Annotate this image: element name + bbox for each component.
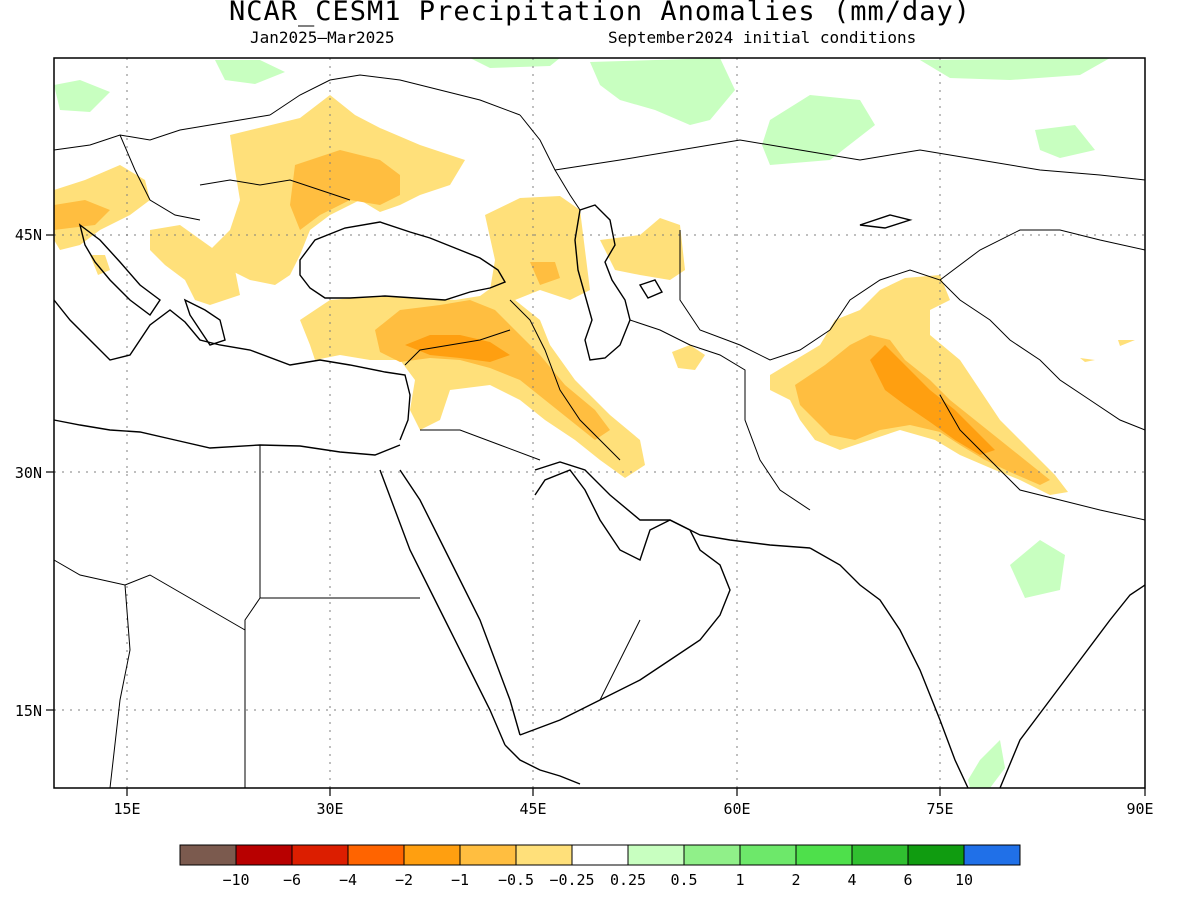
wet-patch-kazakh bbox=[762, 95, 875, 165]
colorbar-box-11 bbox=[795, 844, 853, 866]
med-north-coast bbox=[53, 299, 411, 441]
greece-coast bbox=[183, 298, 226, 346]
red-sea-west bbox=[379, 469, 506, 746]
colorbar-box-0 bbox=[179, 844, 237, 866]
persian-gulf-north bbox=[534, 461, 811, 549]
lat-labels: 45N 30N 15N bbox=[15, 226, 42, 720]
colorbar-label-5: −0.5 bbox=[498, 871, 534, 889]
italy-coast bbox=[78, 223, 161, 317]
colorbar-box-13 bbox=[907, 844, 965, 866]
colorbar-label-0: −10 bbox=[222, 871, 249, 889]
wet-patch-volga bbox=[590, 58, 735, 125]
wet-patch-india bbox=[1010, 540, 1065, 598]
dry-patch-turkmen bbox=[672, 345, 705, 370]
red-sea-east bbox=[399, 469, 521, 736]
india-coast bbox=[809, 547, 969, 789]
lake-balkhash bbox=[859, 214, 913, 229]
dry-patch-caspian-east bbox=[600, 218, 685, 280]
init-label: September2024 initial conditions bbox=[608, 28, 917, 47]
colorbar-box-14 bbox=[963, 844, 1021, 866]
coastlines bbox=[53, 204, 1146, 789]
india-east-coast bbox=[999, 584, 1146, 789]
dry-patch-tibet2 bbox=[1118, 340, 1135, 346]
period-label: Jan2025–Mar2025 bbox=[250, 28, 395, 47]
colorbar-box-4 bbox=[403, 844, 461, 866]
moderate-patch-caucasus bbox=[530, 262, 560, 285]
lon-labels: 15E 30E 45E 60E 75E 90E bbox=[113, 800, 1153, 818]
lon-label-45e: 45E bbox=[519, 800, 546, 818]
colorbar-label-11: 4 bbox=[847, 871, 856, 889]
colorbar-label-7: 0.25 bbox=[610, 871, 646, 889]
lon-label-90e: 90E bbox=[1126, 800, 1153, 818]
horn-coast bbox=[504, 744, 581, 785]
colorbar-box-5 bbox=[459, 844, 517, 866]
dry-patch-tibet bbox=[1080, 358, 1095, 362]
colorbar: −10 −6 −4 −2 −1 −0.5 −0.25 0.25 0.5 1 2 4 6 10 bbox=[179, 844, 1021, 889]
caspian-coast bbox=[574, 204, 631, 361]
lat-label-30n: 30N bbox=[15, 464, 42, 482]
colorbar-box-6 bbox=[515, 844, 573, 866]
colorbar-label-13: 10 bbox=[955, 871, 973, 889]
chart-title: NCAR_CESM1 Precipitation Anomalies (mm/d… bbox=[229, 0, 971, 27]
colorbar-box-7 bbox=[571, 844, 629, 866]
colorbar-label-12: 6 bbox=[903, 871, 912, 889]
lon-label-75e: 75E bbox=[926, 800, 953, 818]
med-south-coast bbox=[53, 419, 401, 456]
colorbar-box-3 bbox=[347, 844, 405, 866]
colorbar-label-2: −4 bbox=[339, 871, 357, 889]
wet-patch-mongolia bbox=[1035, 125, 1095, 158]
aral-sea bbox=[638, 279, 664, 299]
colorbar-box-2 bbox=[291, 844, 349, 866]
colorbar-label-10: 2 bbox=[791, 871, 800, 889]
map-frame bbox=[53, 57, 1146, 789]
dry-patch-balkans bbox=[150, 225, 240, 305]
wet-patch-siberia bbox=[920, 58, 1110, 80]
colorbar-label-1: −6 bbox=[283, 871, 301, 889]
map-area bbox=[53, 58, 1146, 789]
arabia-coast bbox=[519, 469, 731, 736]
wet-anomaly-patches bbox=[54, 58, 1110, 788]
moderate-patch-ukraine bbox=[290, 150, 400, 230]
dry-strong-patches bbox=[405, 335, 995, 455]
lon-label-30e: 30E bbox=[316, 800, 343, 818]
wet-patch-baltic bbox=[215, 60, 285, 84]
wet-patch-south-india bbox=[968, 740, 1005, 788]
wet-patch-north-europe bbox=[54, 80, 110, 112]
axis-ticks bbox=[46, 234, 1146, 796]
colorbar-label-3: −2 bbox=[395, 871, 413, 889]
black-sea-coast bbox=[299, 221, 507, 301]
colorbar-label-4: −1 bbox=[451, 871, 469, 889]
colorbar-box-9 bbox=[683, 844, 741, 866]
moderate-patch-alps bbox=[54, 200, 110, 230]
colorbar-box-8 bbox=[627, 844, 685, 866]
strong-patch-turkey bbox=[405, 335, 510, 362]
colorbar-label-8: 0.5 bbox=[670, 871, 697, 889]
dry-patch-caucasus bbox=[485, 196, 590, 300]
wet-patch-north-center bbox=[470, 58, 560, 68]
strong-patch-pak bbox=[870, 345, 995, 455]
borders bbox=[53, 74, 1146, 789]
colorbar-box-10 bbox=[739, 844, 797, 866]
dry-patch-italy bbox=[90, 255, 110, 275]
lat-label-15n: 15N bbox=[15, 702, 42, 720]
colorbar-box-12 bbox=[851, 844, 909, 866]
colorbar-label-6: −0.25 bbox=[549, 871, 594, 889]
lon-label-15e: 15E bbox=[113, 800, 140, 818]
colorbar-label-9: 1 bbox=[735, 871, 744, 889]
colorbar-box-1 bbox=[235, 844, 293, 866]
lon-label-60e: 60E bbox=[723, 800, 750, 818]
lat-label-45n: 45N bbox=[15, 226, 42, 244]
